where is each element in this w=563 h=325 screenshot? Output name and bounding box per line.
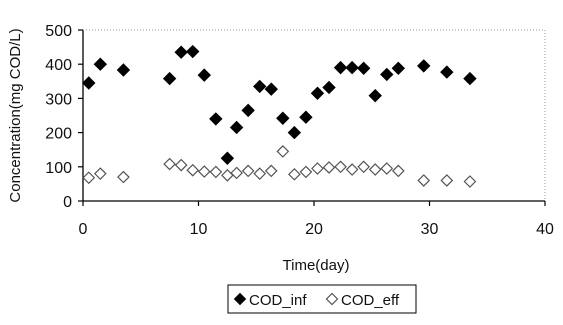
cod-eff-point xyxy=(334,160,347,174)
cod-inf-point xyxy=(162,71,177,86)
x-tick-label: 10 xyxy=(190,221,208,238)
cod-inf-point xyxy=(197,68,211,82)
x-tick-label: 30 xyxy=(421,221,439,238)
y-tick-label: 100 xyxy=(45,160,72,177)
cod-eff-point xyxy=(345,163,359,176)
cod-eff-point xyxy=(463,175,477,188)
cod-eff-point xyxy=(357,160,371,174)
cod-inf-point xyxy=(322,80,336,95)
legend-marker-cod-eff xyxy=(325,292,339,306)
cod-eff-point xyxy=(440,174,454,187)
plot-frame xyxy=(82,29,546,202)
cod-inf-point xyxy=(116,63,131,77)
cod-eff-point xyxy=(197,165,211,178)
cod-eff-point xyxy=(221,169,234,182)
y-axis-ticks: 0 100 200 300 400 500 xyxy=(45,23,83,211)
cod-inf-point xyxy=(287,125,302,140)
y-tick-label: 200 xyxy=(45,126,72,143)
cod-inf-point xyxy=(174,45,188,59)
cod-eff-point xyxy=(117,170,130,184)
cod-inf-point xyxy=(299,110,313,124)
cod-inf-point xyxy=(417,59,431,73)
cod-eff-point xyxy=(368,163,382,176)
cod-eff-point xyxy=(209,165,223,179)
cod-eff-point xyxy=(391,164,405,178)
x-tick-label: 40 xyxy=(536,221,554,238)
cod-eff-point xyxy=(174,158,188,172)
cod-eff-point xyxy=(276,145,290,158)
cod-eff-point xyxy=(163,157,176,171)
cod-inf-point xyxy=(333,60,348,75)
cod-inf-point xyxy=(241,103,255,118)
cod-inf-point xyxy=(345,60,359,75)
data-points xyxy=(82,44,477,188)
cod-inf-point xyxy=(310,86,325,100)
legend: COD_inf COD_eff xyxy=(227,284,417,314)
cod-inf-point xyxy=(82,76,96,90)
y-tick-label: 500 xyxy=(45,23,72,40)
x-axis-ticks: 0 10 20 30 40 xyxy=(79,201,554,238)
legend-label-cod-inf: COD_inf xyxy=(249,292,307,309)
y-tick-label: 400 xyxy=(45,57,72,74)
x-axis-label: Time(day) xyxy=(283,257,350,274)
cod-inf-point xyxy=(391,61,406,76)
cod-inf-point xyxy=(253,79,267,94)
cod-inf-point xyxy=(229,120,244,135)
cod-eff-point xyxy=(264,164,278,178)
cod-eff-point xyxy=(186,163,200,177)
cod-inf-point xyxy=(368,88,382,103)
cod-eff-point xyxy=(241,164,255,178)
y-axis-label: Concentration(mg COD/L) xyxy=(7,28,24,202)
cod-eff-point xyxy=(380,162,394,175)
cod-inf-point xyxy=(356,61,371,76)
cod-eff-point xyxy=(288,167,301,181)
cod-inf-point xyxy=(93,57,108,71)
cod-inf-point xyxy=(186,44,200,59)
cod-inf-point xyxy=(380,67,394,82)
cod-inf-point xyxy=(220,151,235,165)
x-tick-label: 20 xyxy=(305,221,323,238)
cod-eff-point xyxy=(93,167,107,180)
cod-eff-point xyxy=(230,166,243,180)
cod-eff-point xyxy=(82,171,96,185)
legend-label-cod-eff: COD_eff xyxy=(341,292,400,309)
cod-eff-point xyxy=(311,162,324,175)
cod-inf-point xyxy=(276,111,290,125)
cod-eff-point xyxy=(299,165,313,179)
cod-inf-point xyxy=(264,82,278,96)
cod-inf-point xyxy=(209,112,223,126)
cod-inf-point xyxy=(463,71,477,86)
y-tick-label: 0 xyxy=(63,194,72,211)
legend-box xyxy=(227,284,417,314)
legend-marker-cod-inf xyxy=(233,292,247,306)
cod-eff-point xyxy=(322,161,336,174)
y-tick-label: 300 xyxy=(45,91,72,108)
cod-eff-point xyxy=(253,167,267,180)
x-tick-label: 0 xyxy=(79,221,88,238)
cod-inf-point xyxy=(440,65,454,79)
cod-eff-point xyxy=(417,174,431,187)
